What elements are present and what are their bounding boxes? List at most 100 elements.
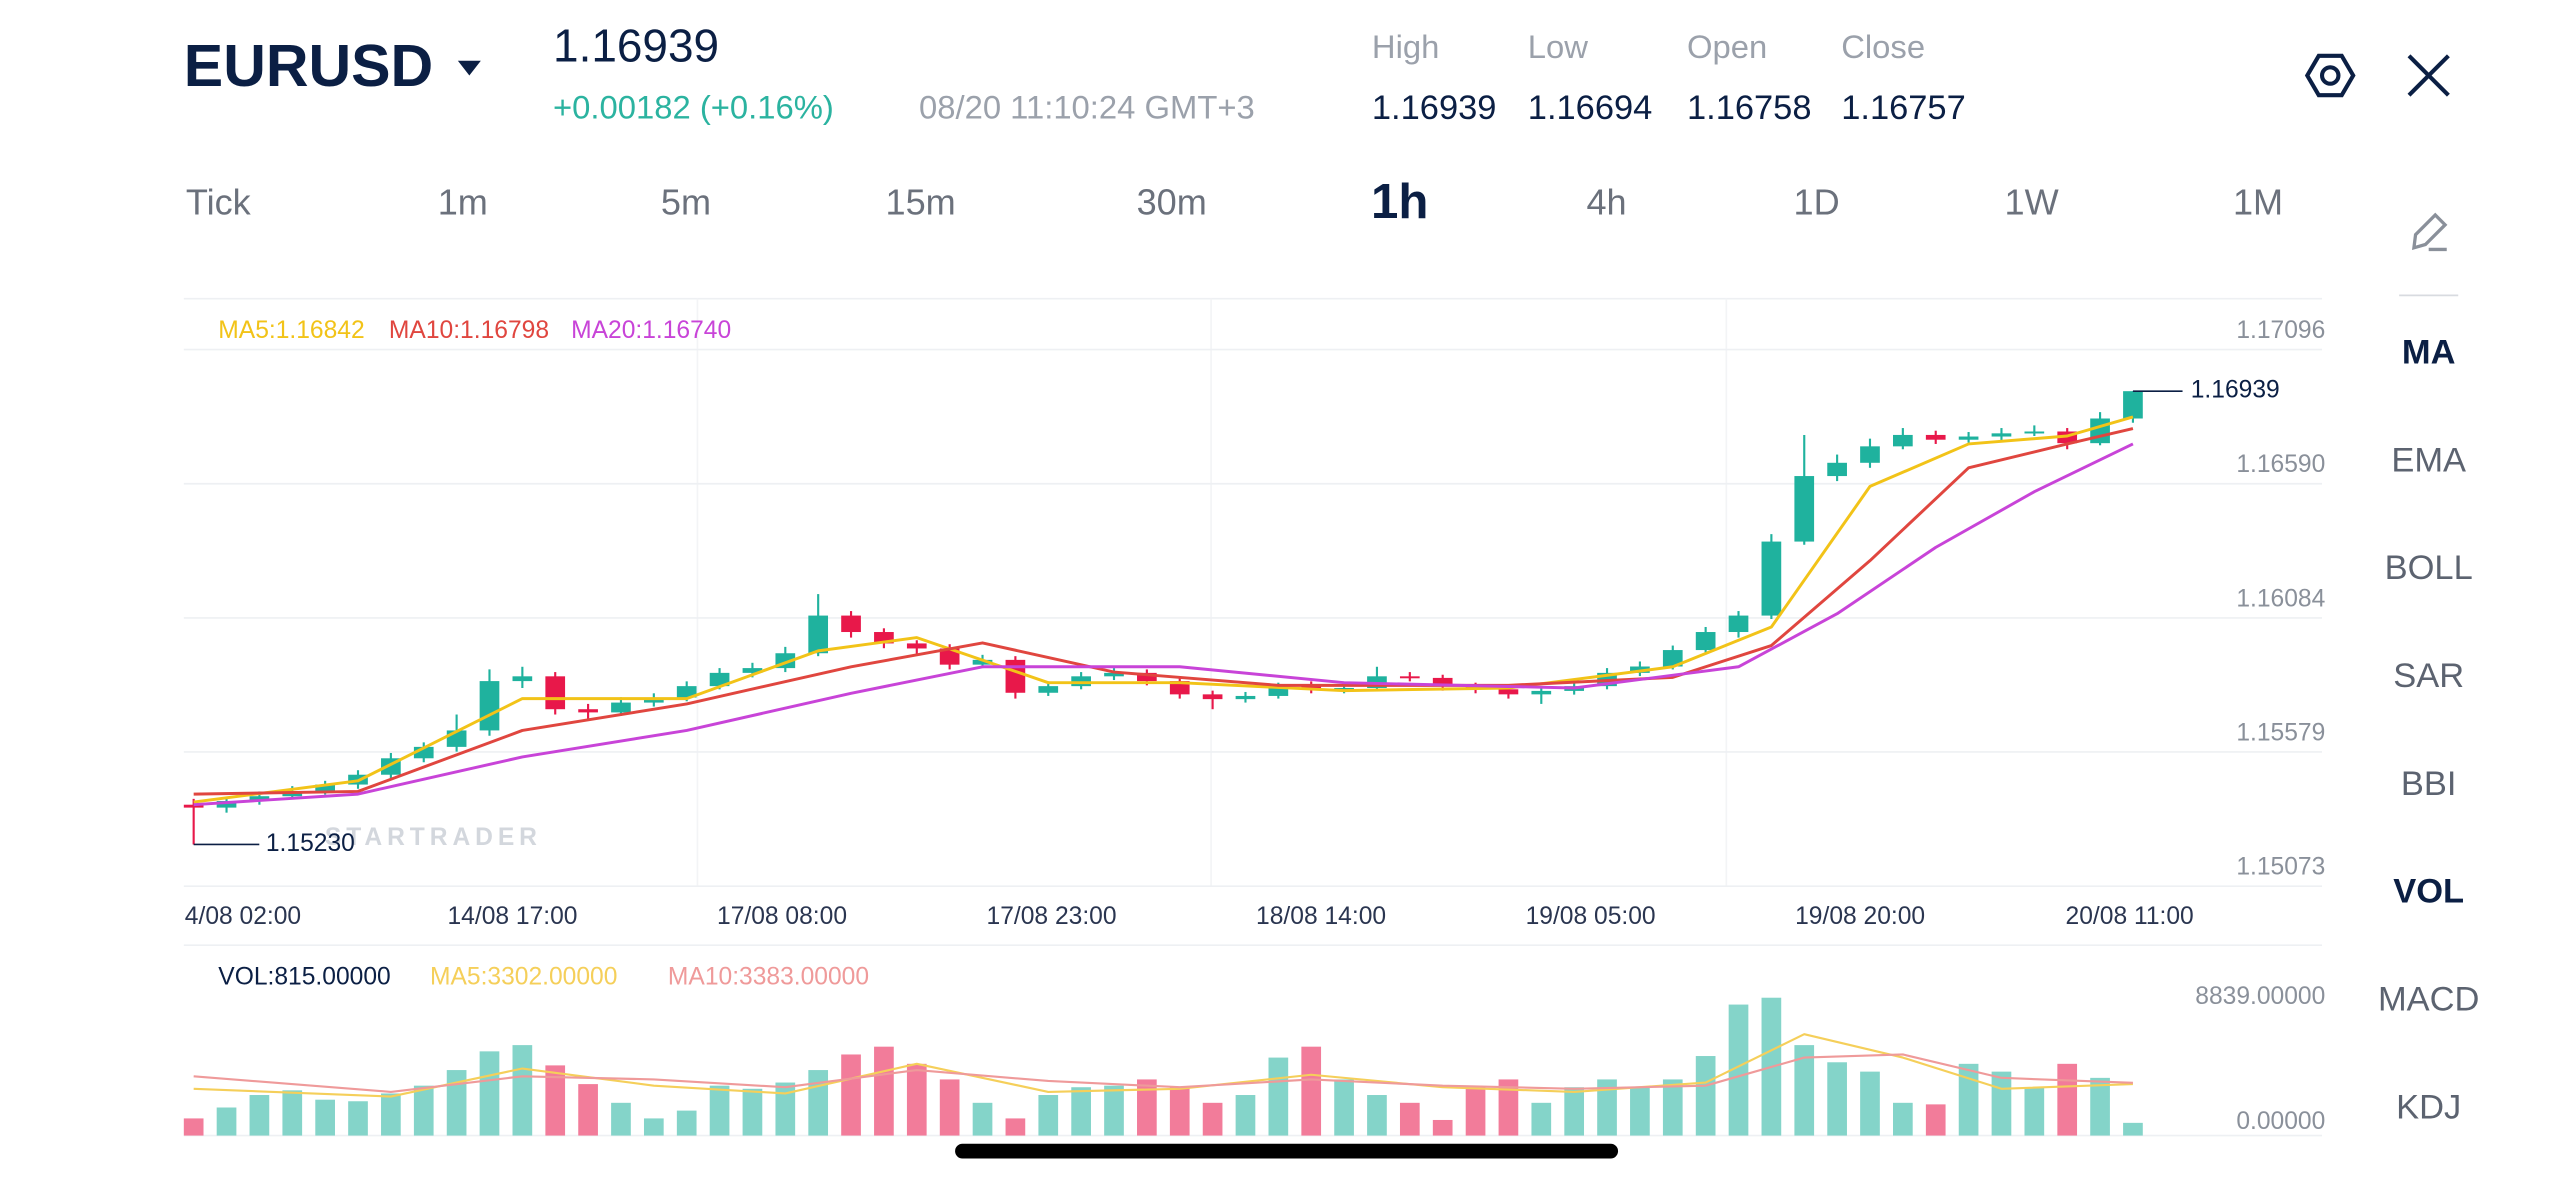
volume-bar [1399, 1102, 1420, 1136]
timeframe-tab[interactable]: Tick [186, 182, 252, 223]
candle-body [1038, 686, 1059, 693]
volume-bar [742, 1088, 763, 1136]
candle-body [1794, 476, 1815, 542]
candle-body [183, 804, 204, 808]
x-tick-label: 17/08 08:00 [717, 903, 847, 930]
y-tick-label: 1.17096 [2236, 317, 2325, 344]
candle-body [742, 668, 763, 673]
pencil-icon [2411, 212, 2448, 251]
volume-bar [315, 1099, 335, 1136]
candle-body [1958, 436, 1979, 440]
candle-body [1531, 690, 1552, 695]
volume-bar [1597, 1079, 1617, 1136]
candle-body [315, 784, 335, 792]
timeframe-tab[interactable]: 4h [1586, 182, 1626, 223]
candle-body [479, 681, 500, 731]
volume-bar [1827, 1062, 1847, 1136]
volume-bar [512, 1045, 533, 1136]
close-icon [2407, 54, 2450, 97]
timeframe-tab[interactable]: 15m [886, 182, 956, 223]
indicator-tab[interactable]: VOL [2393, 873, 2464, 911]
candle-body [1827, 462, 1847, 477]
y-tick-label: 1.16084 [2236, 585, 2325, 612]
timeframe-tab[interactable]: 1W [2005, 182, 2059, 223]
settings-button[interactable] [2304, 53, 2356, 98]
indicator-tab[interactable]: SAR [2393, 657, 2464, 695]
volume-bar [381, 1093, 401, 1136]
volume-bar [709, 1085, 730, 1136]
close-button[interactable] [2407, 54, 2450, 97]
volume-bar [1235, 1095, 1256, 1136]
volume-bar [1728, 1004, 1749, 1136]
watermark: STARTRADER [325, 824, 542, 851]
volume-bar [249, 1095, 270, 1136]
ma-legend: MA5:1.16842 [218, 317, 364, 344]
timeframe-tab[interactable]: 1h [1371, 174, 1428, 229]
volume-bar [479, 1051, 500, 1136]
volume-bar [1630, 1087, 1650, 1136]
candle-body [1235, 695, 1256, 700]
candle-body [939, 648, 960, 665]
volume-bar [348, 1101, 368, 1136]
candle-body [1860, 446, 1880, 463]
candle-body [1169, 681, 1190, 695]
price-change: +0.00182 (+0.16%) [553, 89, 834, 126]
candle-body [1662, 650, 1683, 667]
x-tick-label: 4/08 02:00 [185, 903, 301, 930]
volume-bar [1038, 1095, 1059, 1136]
candle-body [1005, 659, 1026, 693]
indicator-tab[interactable]: MACD [2378, 980, 2479, 1018]
volume-bar [413, 1085, 434, 1136]
volume-bar [874, 1046, 894, 1136]
volume-bar [1958, 1063, 1979, 1136]
indicator-tab[interactable]: BBI [2401, 765, 2457, 803]
candle-body [2090, 418, 2110, 444]
volume-bar [1202, 1102, 1223, 1136]
candle-body [972, 659, 993, 665]
x-tick-label: 14/08 17:00 [447, 903, 577, 930]
candle-body [709, 672, 730, 687]
indicator-tab[interactable]: KDJ [2396, 1088, 2461, 1126]
candle-body [676, 686, 697, 698]
timeframe-tab[interactable]: 1D [1794, 182, 1840, 223]
low-price-label: 1.15230 [266, 830, 355, 857]
symbol[interactable]: EURUSD [184, 33, 433, 99]
volume-bar [1301, 1046, 1322, 1136]
volume-bar [972, 1102, 993, 1136]
candle-body [1761, 541, 1782, 616]
candle-body [216, 800, 237, 808]
home-indicator [955, 1143, 1619, 1159]
volume-bar [841, 1054, 861, 1136]
volume-bar [2123, 1122, 2143, 1136]
candle-body [874, 632, 894, 644]
timeframe-tab[interactable]: 1M [2233, 182, 2283, 223]
volume-bar [906, 1063, 927, 1136]
volume-bar [643, 1118, 664, 1136]
indicator-tab[interactable]: MA [2402, 334, 2456, 372]
candle-body [611, 702, 631, 713]
x-tick-label: 20/08 11:00 [2066, 903, 2194, 930]
volume-bar [2024, 1087, 2045, 1136]
settings-icon [2304, 53, 2356, 98]
indicator-tab[interactable]: BOLL [2385, 549, 2473, 587]
volume-bar [1794, 1045, 1815, 1136]
volume-bar [1991, 1071, 2012, 1136]
stat-value: 1.16758 [1687, 89, 1812, 127]
candle-body [2024, 431, 2045, 434]
symbol-dropdown[interactable] [457, 60, 481, 76]
volume-label: VOL:815.00000 [218, 964, 390, 991]
timestamp: 08/20 11:10:24 GMT+3 [919, 89, 1255, 126]
volume-bar [1925, 1104, 1946, 1136]
volume-bar [578, 1084, 598, 1136]
volume-bar [1531, 1102, 1552, 1136]
timeframe-tab[interactable]: 30m [1137, 182, 1207, 223]
volume-bar [1137, 1079, 1157, 1136]
timeframe-tab[interactable]: 1m [438, 182, 488, 223]
current-price: 1.16939 [553, 19, 719, 71]
draw-button[interactable] [2411, 212, 2448, 252]
timeframe-tab[interactable]: 5m [661, 182, 711, 223]
stat-value: 1.16939 [1372, 89, 1497, 127]
indicator-tab[interactable]: EMA [2391, 441, 2466, 479]
candle-body [1728, 615, 1749, 633]
